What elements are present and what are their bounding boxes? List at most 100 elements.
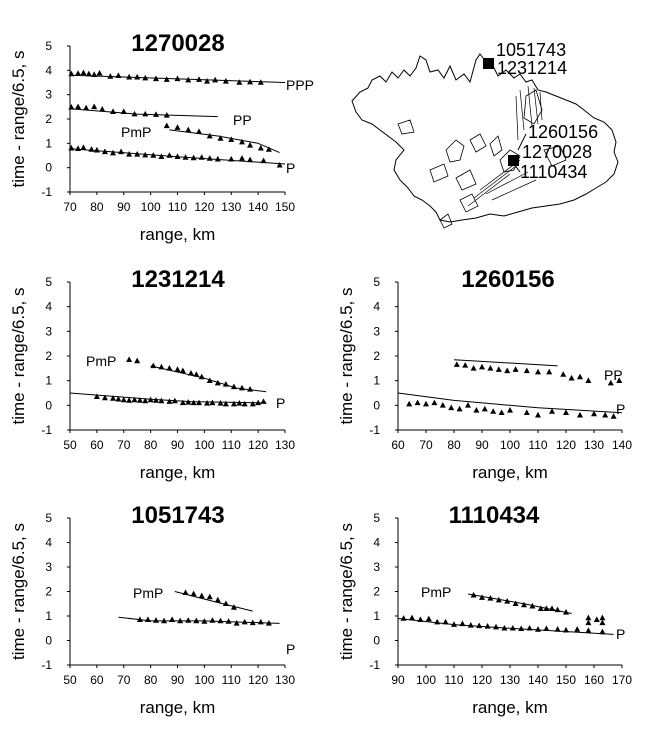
data-point-p (110, 149, 116, 156)
model-curve-p (69, 392, 267, 404)
x-tick-label: 150 (556, 673, 576, 687)
x-tick-label: 110 (444, 673, 463, 687)
y-tick-label: 2 (45, 349, 52, 363)
x-tick-label: 70 (63, 200, 77, 214)
data-point-pmp (163, 122, 170, 129)
x-tick-label: 100 (416, 673, 436, 687)
data-point-p (75, 145, 82, 151)
x-tick-label: 130 (221, 200, 241, 214)
data-point-p (198, 154, 205, 160)
x-tick-label: 80 (144, 438, 158, 452)
y-tick-label: 2 (373, 349, 380, 363)
data-point-p (249, 619, 256, 626)
data-point-p (423, 400, 429, 407)
data-point-pp (546, 368, 553, 375)
data-point-p (228, 155, 235, 162)
data-point-pmp (504, 598, 511, 604)
x-tick-label: 80 (447, 438, 461, 452)
data-point-pmp (257, 144, 264, 151)
data-point-pmp (179, 367, 186, 374)
data-point-p (509, 624, 516, 631)
data-point-pmp (495, 596, 502, 603)
data-point-pp (607, 379, 614, 386)
data-point-p (260, 398, 267, 404)
data-point-pp (585, 377, 592, 383)
y-tick-label: 3 (45, 88, 52, 102)
data-point-p (169, 616, 176, 622)
data-point-p (209, 617, 216, 623)
data-point-p (239, 155, 245, 161)
data-point-p (193, 617, 200, 624)
data-point-ppp (185, 76, 192, 83)
data-point-p (101, 394, 108, 401)
data-point-pmp (174, 366, 181, 372)
data-point-ppp (134, 73, 141, 80)
data-point-p (88, 146, 95, 152)
data-point-p (526, 624, 533, 631)
data-point-ppp (96, 69, 103, 76)
data-point-pmp (554, 606, 561, 613)
y-tick-label: 3 (45, 324, 52, 338)
data-point-p (425, 615, 432, 622)
chart-title: 1231214 (131, 266, 225, 293)
y-tick-label: 2 (45, 585, 52, 599)
map-label-1270028: 1270028 (522, 142, 592, 162)
data-point-pp (495, 366, 502, 372)
data-point-p (166, 152, 173, 158)
series-label-p: P (286, 641, 295, 657)
model-curve-p (118, 616, 280, 624)
data-point-p (144, 616, 151, 622)
series-label-pmp: PmP (133, 585, 163, 601)
data-point-pp (504, 367, 511, 374)
y-tick-label: 0 (373, 398, 380, 412)
data-point-p (249, 400, 256, 407)
data-point-p (255, 399, 262, 406)
data-point-pp (163, 112, 170, 118)
data-point-pmp (222, 381, 229, 387)
data-point-pmp (599, 619, 606, 626)
chart-1260156: -1 0 1 2 3 4 5 60 70 80 90 100 110 120 130 140 1260156 ra… (337, 266, 632, 482)
model-curve-pp (453, 359, 558, 367)
y-tick-label: 0 (373, 634, 380, 648)
data-point-p (260, 157, 267, 164)
data-point-pmp (217, 135, 224, 141)
series-label-pmp: PmP (421, 584, 451, 600)
y-tick-label: 5 (45, 511, 52, 525)
model-curve-p (397, 392, 623, 414)
data-point-p (158, 397, 165, 404)
x-tick-label: 70 (419, 438, 433, 452)
data-point-ppp (196, 76, 202, 82)
x-tick-label: 90 (391, 673, 405, 687)
chart-1231214: -1 0 1 2 3 4 5 50 60 70 80 90 100 110 120 130 1231214 ran… (9, 266, 295, 482)
coastline (351, 53, 619, 223)
data-point-p (276, 161, 283, 168)
data-point-pmp (549, 605, 555, 611)
data-point-ppp (174, 75, 181, 82)
x-axis-label: range, km (472, 698, 548, 717)
series-label-p: P (616, 626, 625, 642)
x-tick-label: 90 (475, 438, 489, 452)
x-tick-label: 60 (90, 673, 104, 687)
x-axis-label: range, km (140, 225, 216, 244)
data-point-pmp (198, 373, 205, 380)
data-point-pmp (230, 383, 237, 390)
data-point-p (417, 616, 424, 622)
y-tick-label: -1 (41, 658, 52, 672)
data-point-pmp (239, 384, 245, 391)
data-point-p (523, 409, 530, 416)
data-point-pp (479, 363, 485, 370)
model-curve-pp (69, 108, 218, 118)
x-tick-label: 80 (144, 673, 158, 687)
x-tick-label: 50 (63, 673, 77, 687)
data-point-p (126, 397, 133, 403)
x-tick-label: 140 (612, 438, 632, 452)
y-tick-label: -1 (369, 423, 380, 437)
data-point-pmp (158, 363, 165, 370)
data-point-pp (131, 110, 138, 117)
series-label-pp: PP (604, 367, 623, 383)
data-point-p (591, 410, 597, 417)
data-point-pp (453, 361, 460, 367)
chart-title: 1260156 (461, 266, 554, 293)
data-point-p (201, 618, 208, 624)
x-tick-label: 110 (528, 438, 547, 452)
